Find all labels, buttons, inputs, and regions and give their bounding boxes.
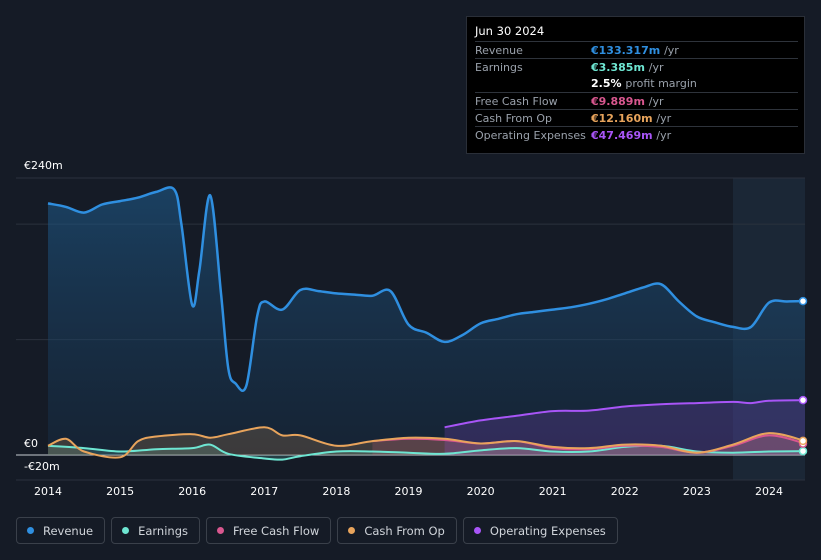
legend-item-operating-expenses[interactable]: Operating Expenses (462, 517, 618, 544)
tooltip-row-profit-margin: 2.5% profit margin (475, 75, 798, 92)
tooltip-label: Operating Expenses (475, 129, 586, 142)
series-lines (47, 186, 806, 461)
x-tick-label-2024: 2024 (755, 485, 783, 498)
tooltip-value: €47.469m /yr (591, 129, 672, 142)
x-tick-label-2015: 2015 (106, 485, 134, 498)
legend-item-revenue[interactable]: Revenue (16, 517, 106, 544)
tooltip-row-earnings: Earnings €3.385m /yr (475, 58, 798, 76)
legend-label: Revenue (43, 523, 94, 538)
tooltip-row-operating-expenses: Operating Expenses €47.469m /yr (475, 126, 798, 144)
legend-dot (217, 527, 224, 534)
cash-from-op-area (48, 427, 805, 458)
tooltip-value: €133.317m /yr (591, 44, 679, 57)
earnings-end-marker (798, 446, 808, 456)
free-cash-flow-line (372, 434, 806, 454)
y-tick-label-zero: €0 (24, 437, 38, 450)
tooltip-value: 2.5% profit margin (591, 77, 697, 90)
tooltip-row-revenue: Revenue €133.317m /yr (475, 41, 798, 59)
x-tick-label-2022: 2022 (611, 485, 639, 498)
data-tooltip: Jun 30 2024 Revenue €133.317m /yr Earnin… (466, 16, 805, 154)
legend-dot (27, 527, 34, 534)
tooltip-value: €12.160m /yr (591, 112, 672, 125)
tooltip-label: Free Cash Flow (475, 95, 558, 108)
x-tick-label-2021: 2021 (539, 485, 567, 498)
revenue-area (48, 187, 805, 455)
operating-expenses-end-marker (798, 395, 808, 405)
x-tick-label-2019: 2019 (395, 485, 423, 498)
tooltip-label: Revenue (475, 44, 523, 57)
series-areas (48, 187, 805, 460)
chart-legend: Revenue Earnings Free Cash Flow Cash Fro… (16, 517, 618, 546)
legend-label: Earnings (138, 523, 188, 538)
cash-from-op-end-marker (798, 436, 808, 446)
tooltip-date: Jun 30 2024 (475, 24, 545, 38)
legend-label: Operating Expenses (489, 523, 606, 538)
legend-dot (122, 527, 130, 534)
x-tick-label-2017: 2017 (250, 485, 278, 498)
legend-item-cash-from-op[interactable]: Cash From Op (337, 517, 457, 544)
y-tick-label-top: €240m (24, 159, 63, 172)
revenue-end-marker (798, 296, 808, 306)
y-tick-label-bottom: -€20m (24, 460, 60, 473)
tooltip-row-free-cash-flow: Free Cash Flow €9.889m /yr (475, 92, 798, 110)
x-axis-ticks: 2014 2015 2016 2017 2018 2019 2020 2021 2022 2023… (34, 485, 783, 498)
x-tick-label-2018: 2018 (322, 485, 350, 498)
revenue-line (47, 186, 806, 392)
x-tick-label-2014: 2014 (34, 485, 62, 498)
tooltip-value: €3.385m /yr (591, 61, 664, 74)
operating-expenses-line (444, 399, 806, 429)
legend-label: Cash From Op (364, 523, 445, 538)
legend-dot (473, 527, 481, 534)
series-end-markers (798, 296, 808, 456)
legend-dot (348, 527, 356, 534)
legend-item-earnings[interactable]: Earnings (111, 517, 200, 544)
x-tick-label-2016: 2016 (178, 485, 206, 498)
x-tick-label-2020: 2020 (467, 485, 495, 498)
tooltip-label: Earnings (475, 61, 523, 74)
legend-label: Free Cash Flow (233, 523, 320, 538)
cash-from-op-line (47, 426, 806, 459)
tooltip-label: Cash From Op (475, 112, 553, 125)
legend-item-free-cash-flow[interactable]: Free Cash Flow (206, 517, 332, 544)
tooltip-row-cash-from-op: Cash From Op €12.160m /yr (475, 109, 798, 127)
tooltip-value: €9.889m /yr (591, 95, 664, 108)
x-tick-label-2023: 2023 (683, 485, 711, 498)
